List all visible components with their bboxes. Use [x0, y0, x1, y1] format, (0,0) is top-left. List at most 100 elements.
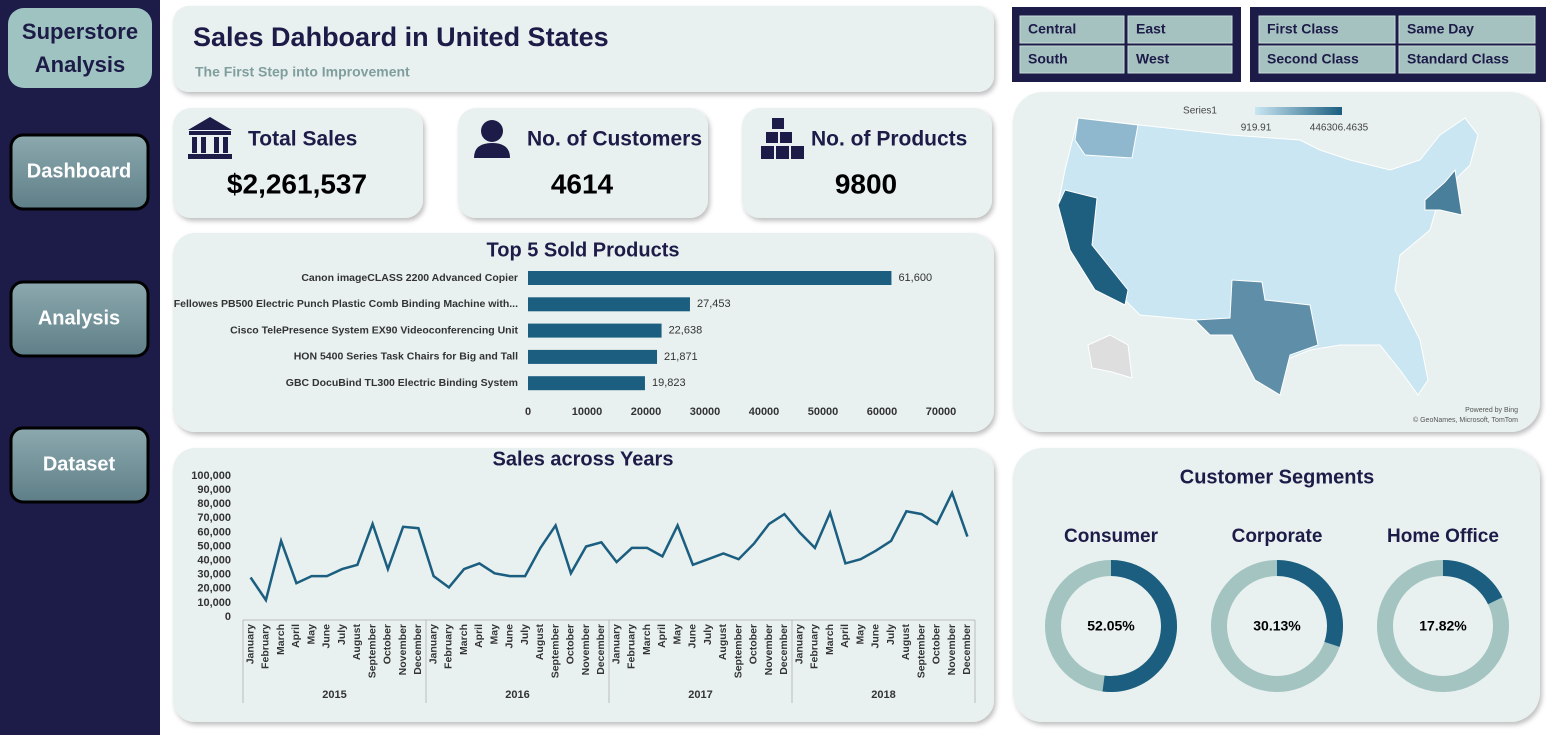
y-tick-label: 20,000: [197, 583, 231, 595]
page-subtitle: The First Step into Improvement: [195, 64, 410, 80]
data-label: 22,638: [669, 325, 703, 337]
y-tick-label: HON 5400 Series Task Chairs for Big and …: [294, 351, 518, 363]
state-new-york: [1424, 168, 1463, 216]
x-tick-label: January: [793, 624, 805, 664]
state-alaska: [1087, 334, 1133, 379]
y-tick-label: Cisco TelePresence System EX90 Videoconf…: [230, 324, 518, 336]
x-tick-label: June: [504, 624, 516, 649]
x-tick-label: February: [443, 624, 455, 669]
bar: [528, 271, 892, 285]
x-tick-label: 30000: [690, 406, 721, 418]
brand-text: Analysis: [35, 52, 126, 77]
x-tick-label: October: [382, 624, 394, 664]
kpi-label: Total Sales: [248, 128, 357, 151]
x-tick-label: August: [351, 624, 363, 661]
x-tick-label: August: [534, 624, 546, 661]
donut-segment: [1102, 560, 1177, 692]
x-tick-label: May: [671, 624, 683, 645]
legend-gradient: [1255, 107, 1342, 115]
brand-text: Superstore: [22, 19, 138, 44]
x-tick-label: September: [732, 624, 744, 678]
x-tick-label: January: [427, 624, 439, 664]
products-icon: [761, 118, 804, 159]
x-tick-label: February: [260, 624, 272, 669]
state-california: [1057, 189, 1129, 306]
slicer-button[interactable]: [1019, 45, 1125, 74]
data-label: 61,600: [898, 272, 932, 284]
chart-title: Top 5 Sold Products: [487, 239, 680, 261]
donut-segment: [1276, 560, 1343, 647]
chart-title: Sales across Years: [493, 448, 674, 470]
chart-title: Customer Segments: [1180, 466, 1375, 488]
kpi-card: [742, 108, 992, 218]
state-washington: [1074, 117, 1139, 159]
nav-button[interactable]: [9, 426, 150, 504]
x-tick-label: 70000: [926, 406, 957, 418]
slicer-button[interactable]: [1127, 45, 1233, 74]
segment-label: Corporate: [1232, 526, 1323, 547]
x-tick-label: April: [839, 624, 851, 648]
sidebar: [0, 0, 160, 735]
x-tick-label: July: [519, 624, 531, 645]
x-tick-label: July: [336, 624, 348, 645]
slicer-label: South: [1028, 51, 1068, 67]
kpi-card: [458, 108, 708, 218]
map-credit: Powered by Bing: [1465, 407, 1518, 414]
line-card: [173, 448, 994, 722]
donut-card: [1013, 448, 1540, 722]
slicer-button[interactable]: [1127, 15, 1233, 44]
x-tick-label: 0: [525, 406, 531, 418]
year-label: 2017: [688, 689, 712, 701]
x-tick-label: October: [565, 624, 577, 664]
y-tick-label: 30,000: [197, 569, 231, 581]
us-map: [1057, 117, 1479, 396]
x-tick-label: November: [946, 624, 958, 675]
slicer-button[interactable]: [1019, 15, 1125, 44]
nav-button[interactable]: [9, 133, 150, 211]
map-credit: © GeoNames, Microsoft, TomTom: [1413, 416, 1518, 424]
y-tick-label: Canon imageCLASS 2200 Advanced Copier: [301, 272, 518, 284]
slicer-button[interactable]: [1398, 45, 1536, 74]
y-tick-label: 60,000: [197, 526, 231, 538]
x-tick-label: January: [610, 624, 622, 664]
x-tick-label: December: [595, 624, 607, 675]
bar: [528, 376, 645, 391]
nav-label: Dashboard: [27, 160, 131, 182]
slicer-button[interactable]: [1398, 15, 1536, 44]
kpi-value: 4614: [551, 168, 614, 199]
x-tick-label: May: [488, 624, 500, 645]
brand-button[interactable]: [8, 8, 152, 88]
x-tick-label: 20000: [631, 406, 662, 418]
customer-icon: [474, 120, 510, 158]
slicer-button[interactable]: [1258, 15, 1396, 44]
x-tick-label: November: [763, 624, 775, 675]
kpi-label: No. of Customers: [527, 128, 702, 151]
x-tick-label: July: [885, 624, 897, 645]
x-tick-label: 50000: [808, 406, 839, 418]
nav-label: Dataset: [43, 453, 116, 475]
data-label: 17.82%: [1419, 618, 1467, 634]
y-tick-label: 10,000: [197, 597, 231, 609]
x-tick-label: September: [549, 624, 561, 678]
bar: [528, 323, 662, 338]
year-label: 2015: [322, 689, 346, 701]
slicer-button[interactable]: [1258, 45, 1396, 74]
x-tick-label: January: [244, 624, 256, 664]
x-tick-label: March: [275, 624, 287, 655]
x-tick-label: February: [809, 624, 821, 669]
x-tick-label: July: [702, 624, 714, 645]
nav-label: Analysis: [38, 307, 120, 329]
x-tick-label: April: [290, 624, 302, 648]
y-tick-label: 40,000: [197, 555, 231, 567]
nav-button[interactable]: [9, 280, 150, 358]
segment-label: Consumer: [1064, 526, 1159, 547]
page-title: Sales Dahboard in United States: [193, 22, 609, 52]
slicer-label: First Class: [1267, 21, 1339, 37]
x-tick-label: April: [656, 624, 668, 648]
y-tick-label: 80,000: [197, 498, 231, 510]
state-texas: [1193, 279, 1319, 396]
x-tick-label: May: [854, 624, 866, 645]
x-tick-label: 10000: [572, 406, 603, 418]
y-tick-label: Fellowes PB500 Electric Punch Plastic Co…: [174, 298, 518, 310]
